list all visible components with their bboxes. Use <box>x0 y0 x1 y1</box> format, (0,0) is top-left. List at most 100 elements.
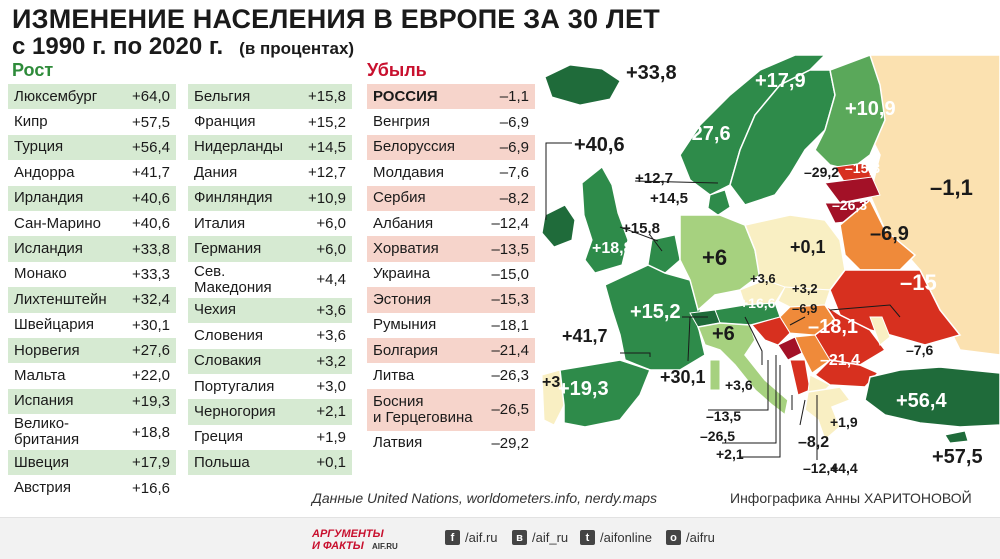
table-row: Норвегия +27,6 <box>8 337 176 364</box>
table-row: Сан-Марино +40,6 <box>8 211 176 236</box>
country-name: Германия <box>194 240 262 258</box>
region-moldova <box>869 316 891 346</box>
table-row: Турция +56,4 <box>8 134 176 161</box>
label-bosnia: –26,5 <box>700 428 735 444</box>
label-estonia: –15,3 <box>845 160 880 176</box>
label-belgium: +15,8 <box>622 220 660 237</box>
table-row: Румыния –18,1 <box>367 313 535 338</box>
region-denmark <box>707 189 731 216</box>
decline-header: Убыль <box>367 60 427 80</box>
social-odnoklassniki[interactable]: о/aifru <box>666 530 715 545</box>
region-sardinia <box>709 359 721 391</box>
region-iceland <box>544 64 621 106</box>
twitter-icon: t <box>580 530 595 545</box>
region-czech <box>739 279 786 306</box>
table-row: Монако +33,3 <box>8 262 176 287</box>
label-montenegro: +2,1 <box>716 446 744 462</box>
label-latvia: –29,2 <box>804 164 839 180</box>
change-value: +3,0 <box>316 378 346 396</box>
change-value: –15,3 <box>491 291 529 309</box>
aif-logo[interactable]: АРГУМЕНТЫ И ФАКТЫ AIF.RU <box>310 526 410 552</box>
change-value: +30,1 <box>132 316 170 334</box>
table-row: Испания +19,3 <box>8 388 176 415</box>
country-name: Черногория <box>194 402 276 420</box>
change-value: +22,0 <box>132 367 170 385</box>
social-twitter-text: /aifonline <box>600 530 653 545</box>
country-name: Швейцария <box>14 316 95 334</box>
table-row: Люксембург +64,0 <box>8 84 176 110</box>
change-value: –18,1 <box>491 316 529 334</box>
region-spain <box>559 359 651 428</box>
change-value: +19,3 <box>132 392 170 410</box>
country-name: Хорватия <box>373 240 439 258</box>
label-andorra: +41,7 <box>562 326 608 346</box>
label-slovakia: +3,2 <box>792 281 818 296</box>
region-serbia <box>794 334 831 374</box>
change-value: +6,0 <box>316 215 346 233</box>
growth-table-2: Бельгия +15,8 Франция +15,2 Нидерланды +14,5 Д… <box>188 84 352 476</box>
table-row: Кипр +57,5 <box>8 109 176 134</box>
change-value: +32,4 <box>132 291 170 309</box>
table-row: Греция +1,9 <box>188 425 352 450</box>
logo-line-1: АРГУМЕНТЫ <box>311 528 385 540</box>
country-name: Греция <box>194 428 244 446</box>
country-name: Бельгия <box>194 87 251 105</box>
change-value: +40,6 <box>132 215 170 233</box>
country-name: Ирландия <box>14 189 84 207</box>
country-name: Мальта <box>14 366 66 384</box>
table-row: Венгрия –6,9 <box>367 109 535 134</box>
label-turkey: +56,4 <box>896 390 947 412</box>
map-labels: +33,8 +17,9 +10,9 +27,6 +40,6 +12,7 +14,… <box>542 62 983 476</box>
region-benelux <box>647 234 681 274</box>
social-facebook[interactable]: f/aif.ru <box>445 530 498 545</box>
change-value: +4,4 <box>316 271 346 289</box>
change-value: +57,5 <box>132 113 170 131</box>
region-france <box>604 264 706 371</box>
country-name: Исландия <box>14 240 83 258</box>
country-name: Монако <box>14 265 67 283</box>
social-vk[interactable]: в/aif_ru <box>512 530 568 545</box>
credit-note: Инфографика Анны ХАРИТОНОВОЙ <box>730 490 972 506</box>
label-italy: +6 <box>712 323 735 345</box>
source-note: Данные United Nations, worldometers.info… <box>312 490 658 506</box>
change-value: –8,2 <box>499 189 529 207</box>
country-name: Словения <box>194 326 264 344</box>
table-row: Белоруссия –6,9 <box>367 134 535 161</box>
region-montenegro-albania <box>789 359 811 396</box>
country-name: Нидерланды <box>194 138 284 156</box>
change-value: +1,9 <box>316 428 346 446</box>
change-value: –6,9 <box>499 138 529 156</box>
country-name: Сев. Македония <box>194 262 272 296</box>
country-name: Дания <box>194 163 238 181</box>
region-greece <box>804 386 852 442</box>
social-twitter[interactable]: t/aifonline <box>580 530 652 545</box>
change-value: –21,4 <box>491 342 529 360</box>
label-poland: +0,1 <box>790 237 826 257</box>
country-name: Албания <box>373 214 434 232</box>
change-value: +33,8 <box>132 240 170 258</box>
table-row: Исландия +33,8 <box>8 236 176 262</box>
label-denmark: +12,7 <box>635 170 673 187</box>
change-value: +3,2 <box>316 352 346 370</box>
label-lithuania: –26,3 <box>832 197 867 213</box>
country-name: Португалия <box>194 377 275 395</box>
logo-site: AIF.RU <box>372 542 398 551</box>
table-row: Албания –12,4 <box>367 211 535 236</box>
facebook-icon: f <box>445 530 460 545</box>
table-row: Хорватия –13,5 <box>367 236 535 262</box>
table-row: Мальта +22,0 <box>8 363 176 388</box>
social-odnoklassniki-text: /aifru <box>686 530 715 545</box>
table-row: Словакия +3,2 <box>188 348 352 374</box>
change-value: +27,6 <box>132 342 170 360</box>
label-romania: –18,1 <box>808 316 858 338</box>
country-name: РОССИЯ <box>373 87 438 105</box>
region-bulgaria <box>813 359 880 388</box>
table-row: Сербия –8,2 <box>367 185 535 211</box>
change-value: –29,2 <box>491 434 529 452</box>
table-row: Польша +0,1 <box>188 450 352 476</box>
label-iceland: +33,8 <box>626 62 677 84</box>
label-albania: –12,4 <box>803 460 838 476</box>
change-value: +64,0 <box>132 88 170 106</box>
table-row: Словения +3,6 <box>188 323 352 348</box>
table-row: Чехия +3,6 <box>188 297 352 324</box>
